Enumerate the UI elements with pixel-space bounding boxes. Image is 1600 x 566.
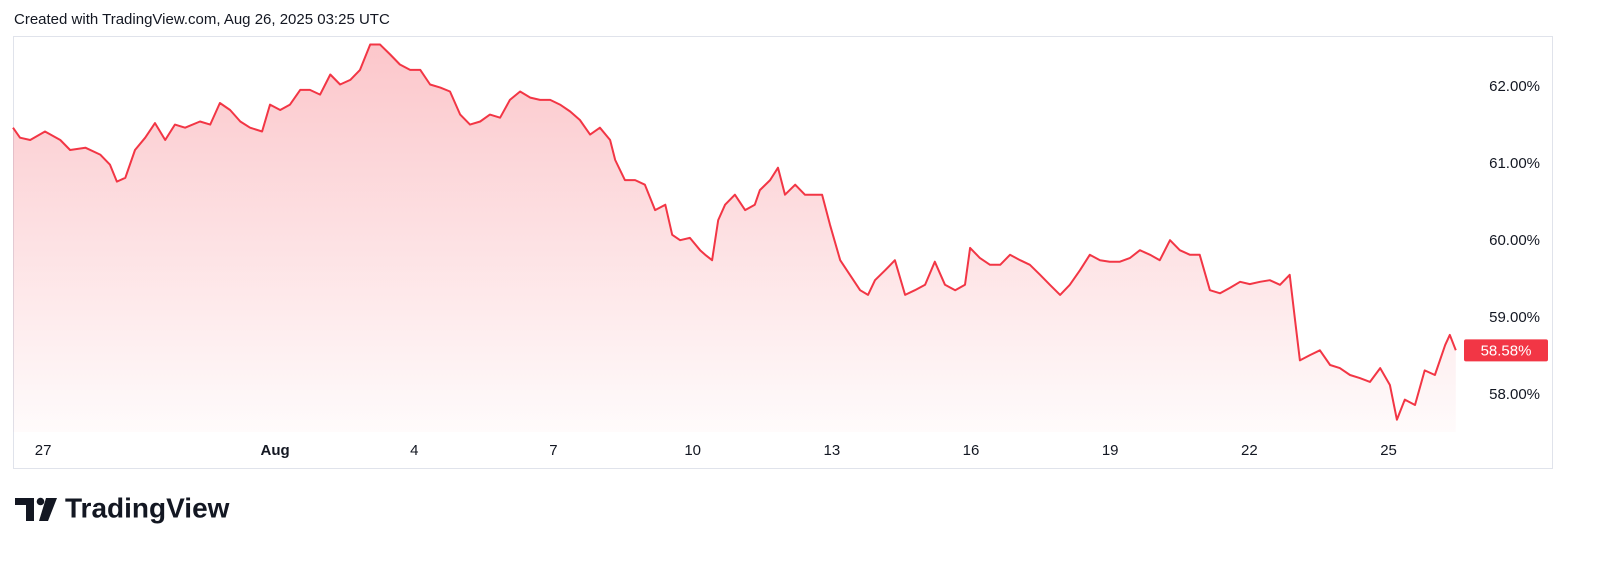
- x-tick-label: 25: [1380, 442, 1397, 459]
- current-value-badge: [1464, 339, 1548, 362]
- caption: Created with TradingView.com, Aug 26, 20…: [14, 11, 390, 28]
- x-tick-label: Aug: [261, 442, 290, 459]
- y-tick-label: 58.00%: [1489, 386, 1540, 403]
- x-tick-label: 27: [35, 442, 52, 459]
- x-tick-label: 22: [1241, 442, 1258, 459]
- logo: [15, 497, 57, 521]
- x-tick-label: 10: [684, 442, 701, 459]
- brand: TradingView: [65, 492, 230, 523]
- current-value-label: 58.58%: [1481, 342, 1532, 359]
- line: [12, 43, 1457, 421]
- x-tick-label: 16: [963, 442, 980, 459]
- x-tick-label: 4: [410, 442, 418, 459]
- y-tick-label: 59.00%: [1489, 309, 1540, 326]
- x-tick-label: 7: [549, 442, 557, 459]
- y-tick-label: 61.00%: [1489, 155, 1540, 172]
- y-tick-label: 62.00%: [1489, 78, 1540, 95]
- area-fill: [13, 44, 1456, 432]
- x-tick-label: 19: [1102, 442, 1119, 459]
- y-tick-label: 60.00%: [1489, 232, 1540, 249]
- x-tick-label: 13: [823, 442, 840, 459]
